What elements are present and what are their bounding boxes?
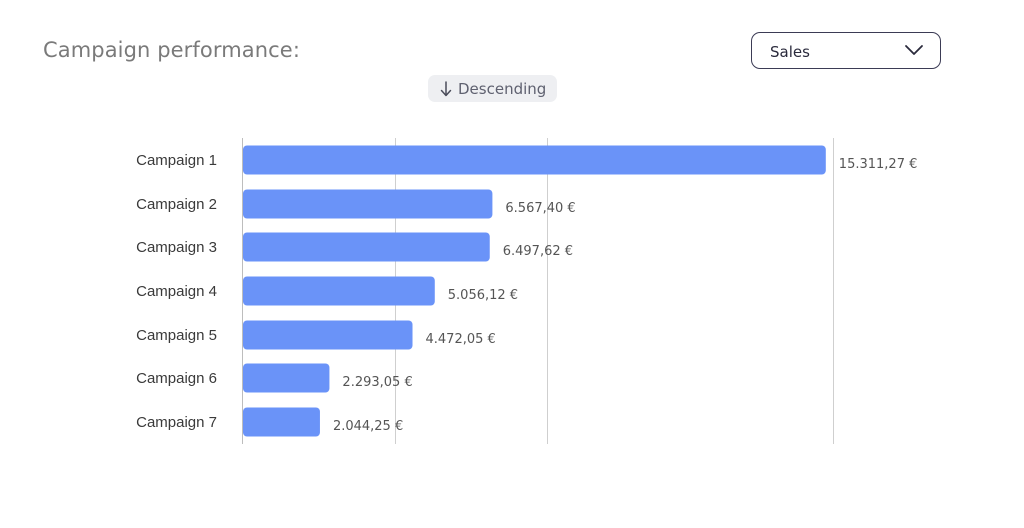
sort-order-label: Descending — [458, 80, 547, 98]
category-label: Campaign 5 — [136, 327, 217, 344]
category-label: Campaign 1 — [136, 152, 217, 169]
category-label: Campaign 4 — [136, 283, 217, 300]
sort-order-button[interactable]: Descending — [428, 75, 557, 102]
chevron-down-icon — [905, 45, 923, 55]
bar[interactable] — [243, 276, 435, 306]
bar[interactable] — [243, 320, 413, 350]
value-label: 4.472,05 € — [426, 332, 496, 347]
category-label: Campaign 7 — [136, 414, 217, 431]
arrow-down-icon — [440, 81, 452, 97]
bar[interactable] — [243, 407, 320, 437]
category-label: Campaign 3 — [136, 239, 217, 256]
metric-select[interactable]: Sales — [751, 32, 941, 69]
value-label: 15.311,27 € — [839, 157, 918, 172]
metric-select-value: Sales — [770, 43, 810, 61]
bar[interactable] — [243, 363, 330, 393]
category-label: Campaign 2 — [136, 196, 217, 213]
value-label: 6.497,62 € — [503, 244, 573, 259]
category-label: Campaign 6 — [136, 370, 217, 387]
page-title: Campaign performance: — [43, 38, 301, 62]
value-label: 5.056,12 € — [448, 288, 518, 303]
value-label: 2.293,05 € — [342, 375, 412, 390]
bar[interactable] — [243, 145, 826, 175]
value-label: 2.044,25 € — [333, 419, 403, 434]
value-label: 6.567,40 € — [505, 201, 575, 216]
bar[interactable] — [243, 189, 493, 219]
bar[interactable] — [243, 232, 490, 262]
